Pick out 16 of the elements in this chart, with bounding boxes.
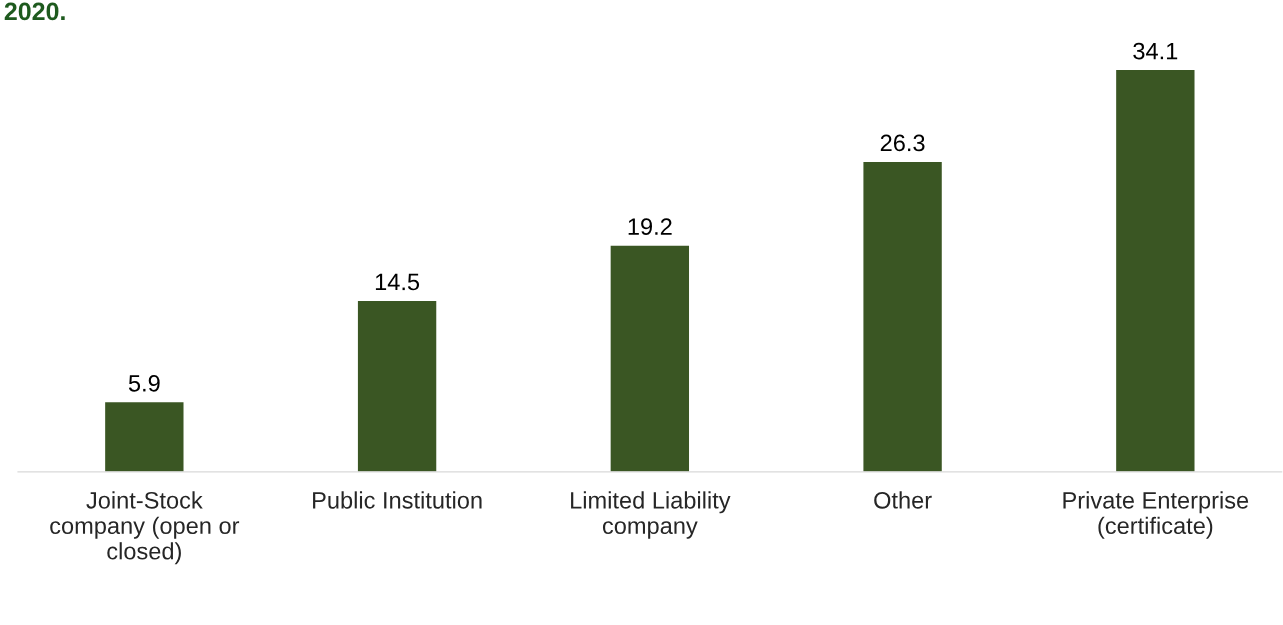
data-label: 5.9 xyxy=(128,374,160,392)
data-label: 14.5 xyxy=(375,273,420,291)
x-tick-label: Private Enterprise (certificate) xyxy=(1063,491,1249,539)
x-tick-label: Other xyxy=(874,491,932,509)
bar xyxy=(1116,70,1195,472)
bar xyxy=(610,245,690,472)
data-label: 19.2 xyxy=(628,218,672,235)
bar xyxy=(357,301,437,472)
data-label: 34.1 xyxy=(1133,42,1178,60)
x-tick-label: Public Institution xyxy=(313,491,482,509)
x-tick-label: Joint-Stock company (open or closed) xyxy=(50,491,240,565)
bar xyxy=(863,161,942,472)
x-tick-label: Limited Liability company xyxy=(571,491,731,539)
chart-title: 2020. xyxy=(4,2,65,21)
bar xyxy=(105,402,184,472)
data-label: 26.3 xyxy=(880,134,925,152)
